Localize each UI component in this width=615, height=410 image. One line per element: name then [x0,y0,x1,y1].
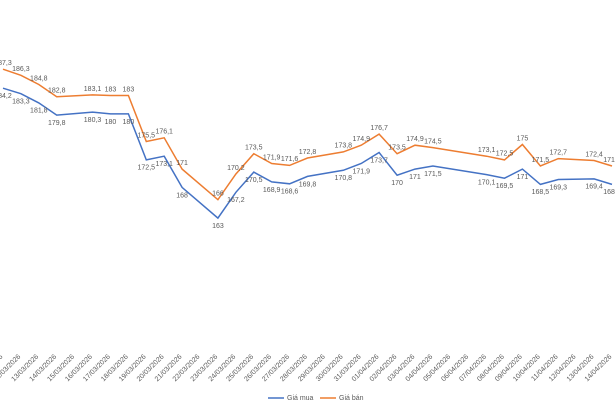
data-label: 172,5 [496,151,514,158]
data-label: 171 [409,174,421,181]
data-label: 169,4 [585,184,603,191]
data-label: 163 [212,223,224,230]
data-label: 168,5 [532,189,550,196]
data-label: 173,1 [478,147,496,154]
line-series [2,68,613,201]
data-label: 172,8 [299,149,317,156]
data-label: 174,5 [424,138,442,145]
data-label: 168,5 [603,189,615,196]
data-label: 170,2 [227,165,245,172]
data-label: 171,9 [352,168,370,175]
data-label: 172,5 [138,165,156,172]
data-label: 173,7 [370,157,388,164]
data-label: 176,7 [370,125,388,132]
data-label: 175 [517,135,529,142]
data-label: 171,5 [532,157,550,164]
data-label: 170,1 [478,179,496,186]
data-label: 171,9 [263,154,281,161]
data-label: 173,1 [155,161,173,168]
data-label: 171,5 [603,157,615,164]
data-label: 180 [105,119,117,126]
data-label: 172,7 [549,149,567,156]
data-label: 166 [212,191,224,198]
data-label: 187,3 [0,60,12,67]
data-label: 174,9 [406,136,424,143]
data-label: 176,1 [155,129,173,136]
data-label: 181,8 [30,108,48,115]
data-label: 171,5 [424,171,442,178]
data-label: 167,2 [227,197,245,204]
data-label: 180 [123,119,135,126]
legend-label: Giá mua [287,395,314,402]
data-label: 170 [391,180,403,187]
data-label: 184,8 [30,75,48,82]
data-label: 168 [176,192,188,199]
data-label: 170,5 [245,177,263,184]
data-label: 175,5 [138,132,156,139]
data-label: 169,5 [496,183,514,190]
data-label: 170,8 [335,175,353,182]
data-label: 183,1 [84,86,102,93]
data-label: 168,6 [281,189,299,196]
data-label: 179,8 [48,120,66,127]
line-series [2,87,613,220]
data-label: 173,5 [245,145,263,152]
data-label: 173,8 [335,143,353,150]
data-label: 172,4 [585,151,603,158]
data-label: 171 [517,174,529,181]
data-label: 173,5 [388,145,406,152]
data-label: 169,8 [299,181,317,188]
data-label: 171,6 [281,156,299,163]
data-label: 184,2 [0,93,12,100]
data-label: 182,8 [48,88,66,95]
data-label: 174,9 [352,136,370,143]
data-label: 180,3 [84,117,102,124]
data-label: 183,3 [12,99,30,106]
data-label: 168,9 [263,187,281,194]
data-label: 186,3 [12,66,30,73]
legend-label: Giá bán [339,395,364,402]
data-label: 183 [123,86,135,93]
data-label: 169,3 [549,184,567,191]
data-label: 171 [176,160,188,167]
data-label: 183 [105,86,117,93]
